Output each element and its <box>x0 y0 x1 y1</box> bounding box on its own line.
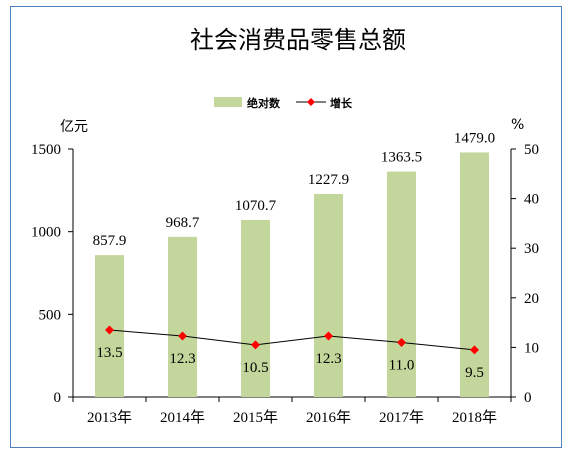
growth-marker <box>324 331 333 341</box>
y-right-tick-label: 30 <box>524 241 539 257</box>
bar-value-label: 1363.5 <box>381 150 422 166</box>
bar-value-label: 1070.7 <box>235 198 277 214</box>
y-right-tick-label: 0 <box>524 390 532 406</box>
y-right-tick-label: 40 <box>524 192 539 208</box>
x-tick-label: 2017年 <box>379 409 424 426</box>
y-right-tick-label: 20 <box>524 291 539 307</box>
y-left-tick-label: 0 <box>54 390 62 406</box>
bar-value-label: 1227.9 <box>308 172 349 188</box>
bar-value-label: 968.7 <box>166 215 200 231</box>
growth-value-label: 12.3 <box>315 351 341 367</box>
growth-value-label: 12.3 <box>169 351 195 367</box>
plot-area: 0 500 1000 1500 0 10 20 30 40 50 857.9 2013年 968.7 20… <box>31 130 539 426</box>
x-tick-label: 2015年 <box>233 409 278 426</box>
y-axis-left-unit: 亿元 <box>60 119 88 135</box>
bar-value-label: 1479.0 <box>454 130 495 146</box>
y-left-tick-label: 1500 <box>31 142 61 158</box>
y-left-tick-label: 500 <box>39 307 62 323</box>
growth-marker <box>105 325 114 335</box>
x-tick-label: 2013年 <box>87 409 132 426</box>
growth-value-label: 9.5 <box>465 365 484 381</box>
y-axis-right-unit: % <box>511 117 524 133</box>
y-left-tick-label: 1000 <box>31 225 61 241</box>
x-tick-label: 2018年 <box>452 409 497 426</box>
bar <box>387 171 416 397</box>
bar <box>460 152 489 397</box>
x-tick-label: 2016年 <box>306 409 351 426</box>
legend-swatch-marker <box>307 98 315 106</box>
growth-line <box>109 329 475 351</box>
growth-marker <box>397 337 406 347</box>
x-tick-label: 2014年 <box>160 409 205 426</box>
bar <box>314 193 343 397</box>
legend-swatch-bar <box>214 97 242 107</box>
growth-marker <box>251 340 260 350</box>
growth-marker <box>470 345 479 355</box>
bar <box>241 219 270 397</box>
growth-marker <box>178 331 187 341</box>
chart-title: 社会消费品零售总额 <box>190 26 406 54</box>
bar-value-label: 857.9 <box>93 233 127 249</box>
legend-label-bar: 绝对数 <box>247 96 281 110</box>
legend-label-line: 增长 <box>330 96 353 110</box>
y-right-tick-label: 10 <box>524 340 539 356</box>
growth-value-label: 11.0 <box>389 357 415 373</box>
growth-value-label: 10.5 <box>242 360 268 376</box>
bar <box>168 236 197 397</box>
legend: 绝对数 增长 <box>214 96 353 110</box>
y-right-tick-label: 50 <box>524 142 539 158</box>
growth-value-label: 13.5 <box>96 345 122 361</box>
